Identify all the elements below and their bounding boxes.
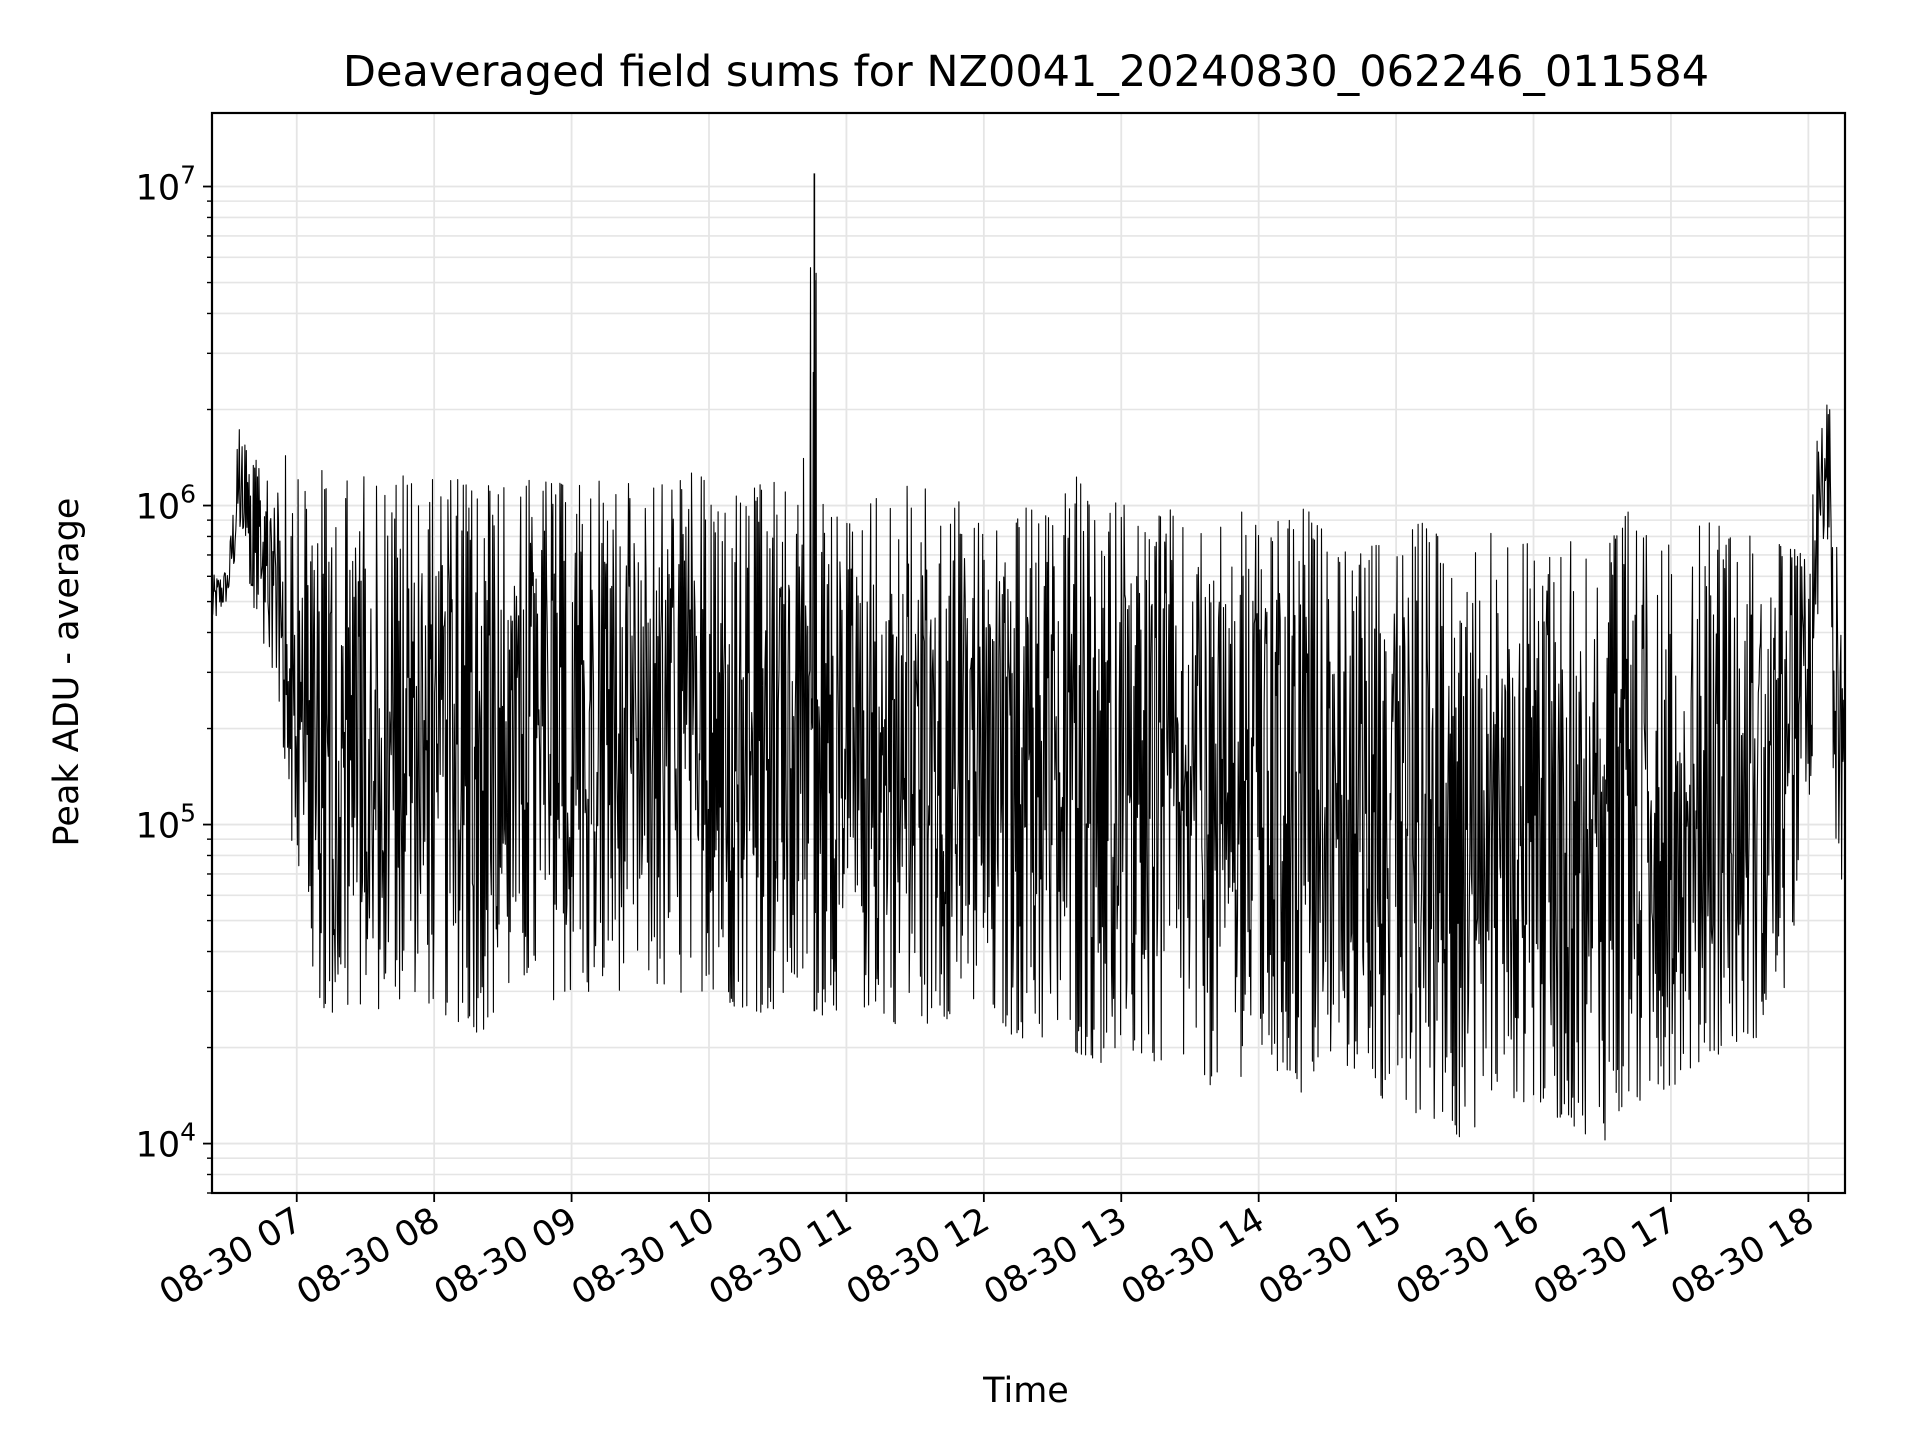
- y-tick-label: 106: [136, 480, 196, 528]
- series-line: [211, 267, 1845, 1141]
- plot-frame: [210, 111, 1847, 1195]
- y-axis-label: Peak ADU - average: [47, 498, 87, 847]
- y-tick-label: 107: [136, 161, 196, 209]
- y-tick-label: 104: [136, 1118, 196, 1166]
- x-axis-label: Time: [982, 1371, 1069, 1411]
- data-series: [211, 173, 1845, 1141]
- y-tick-label: 105: [136, 799, 196, 847]
- chart-title: Deaveraged field sums for NZ0041_2024083…: [343, 47, 1709, 97]
